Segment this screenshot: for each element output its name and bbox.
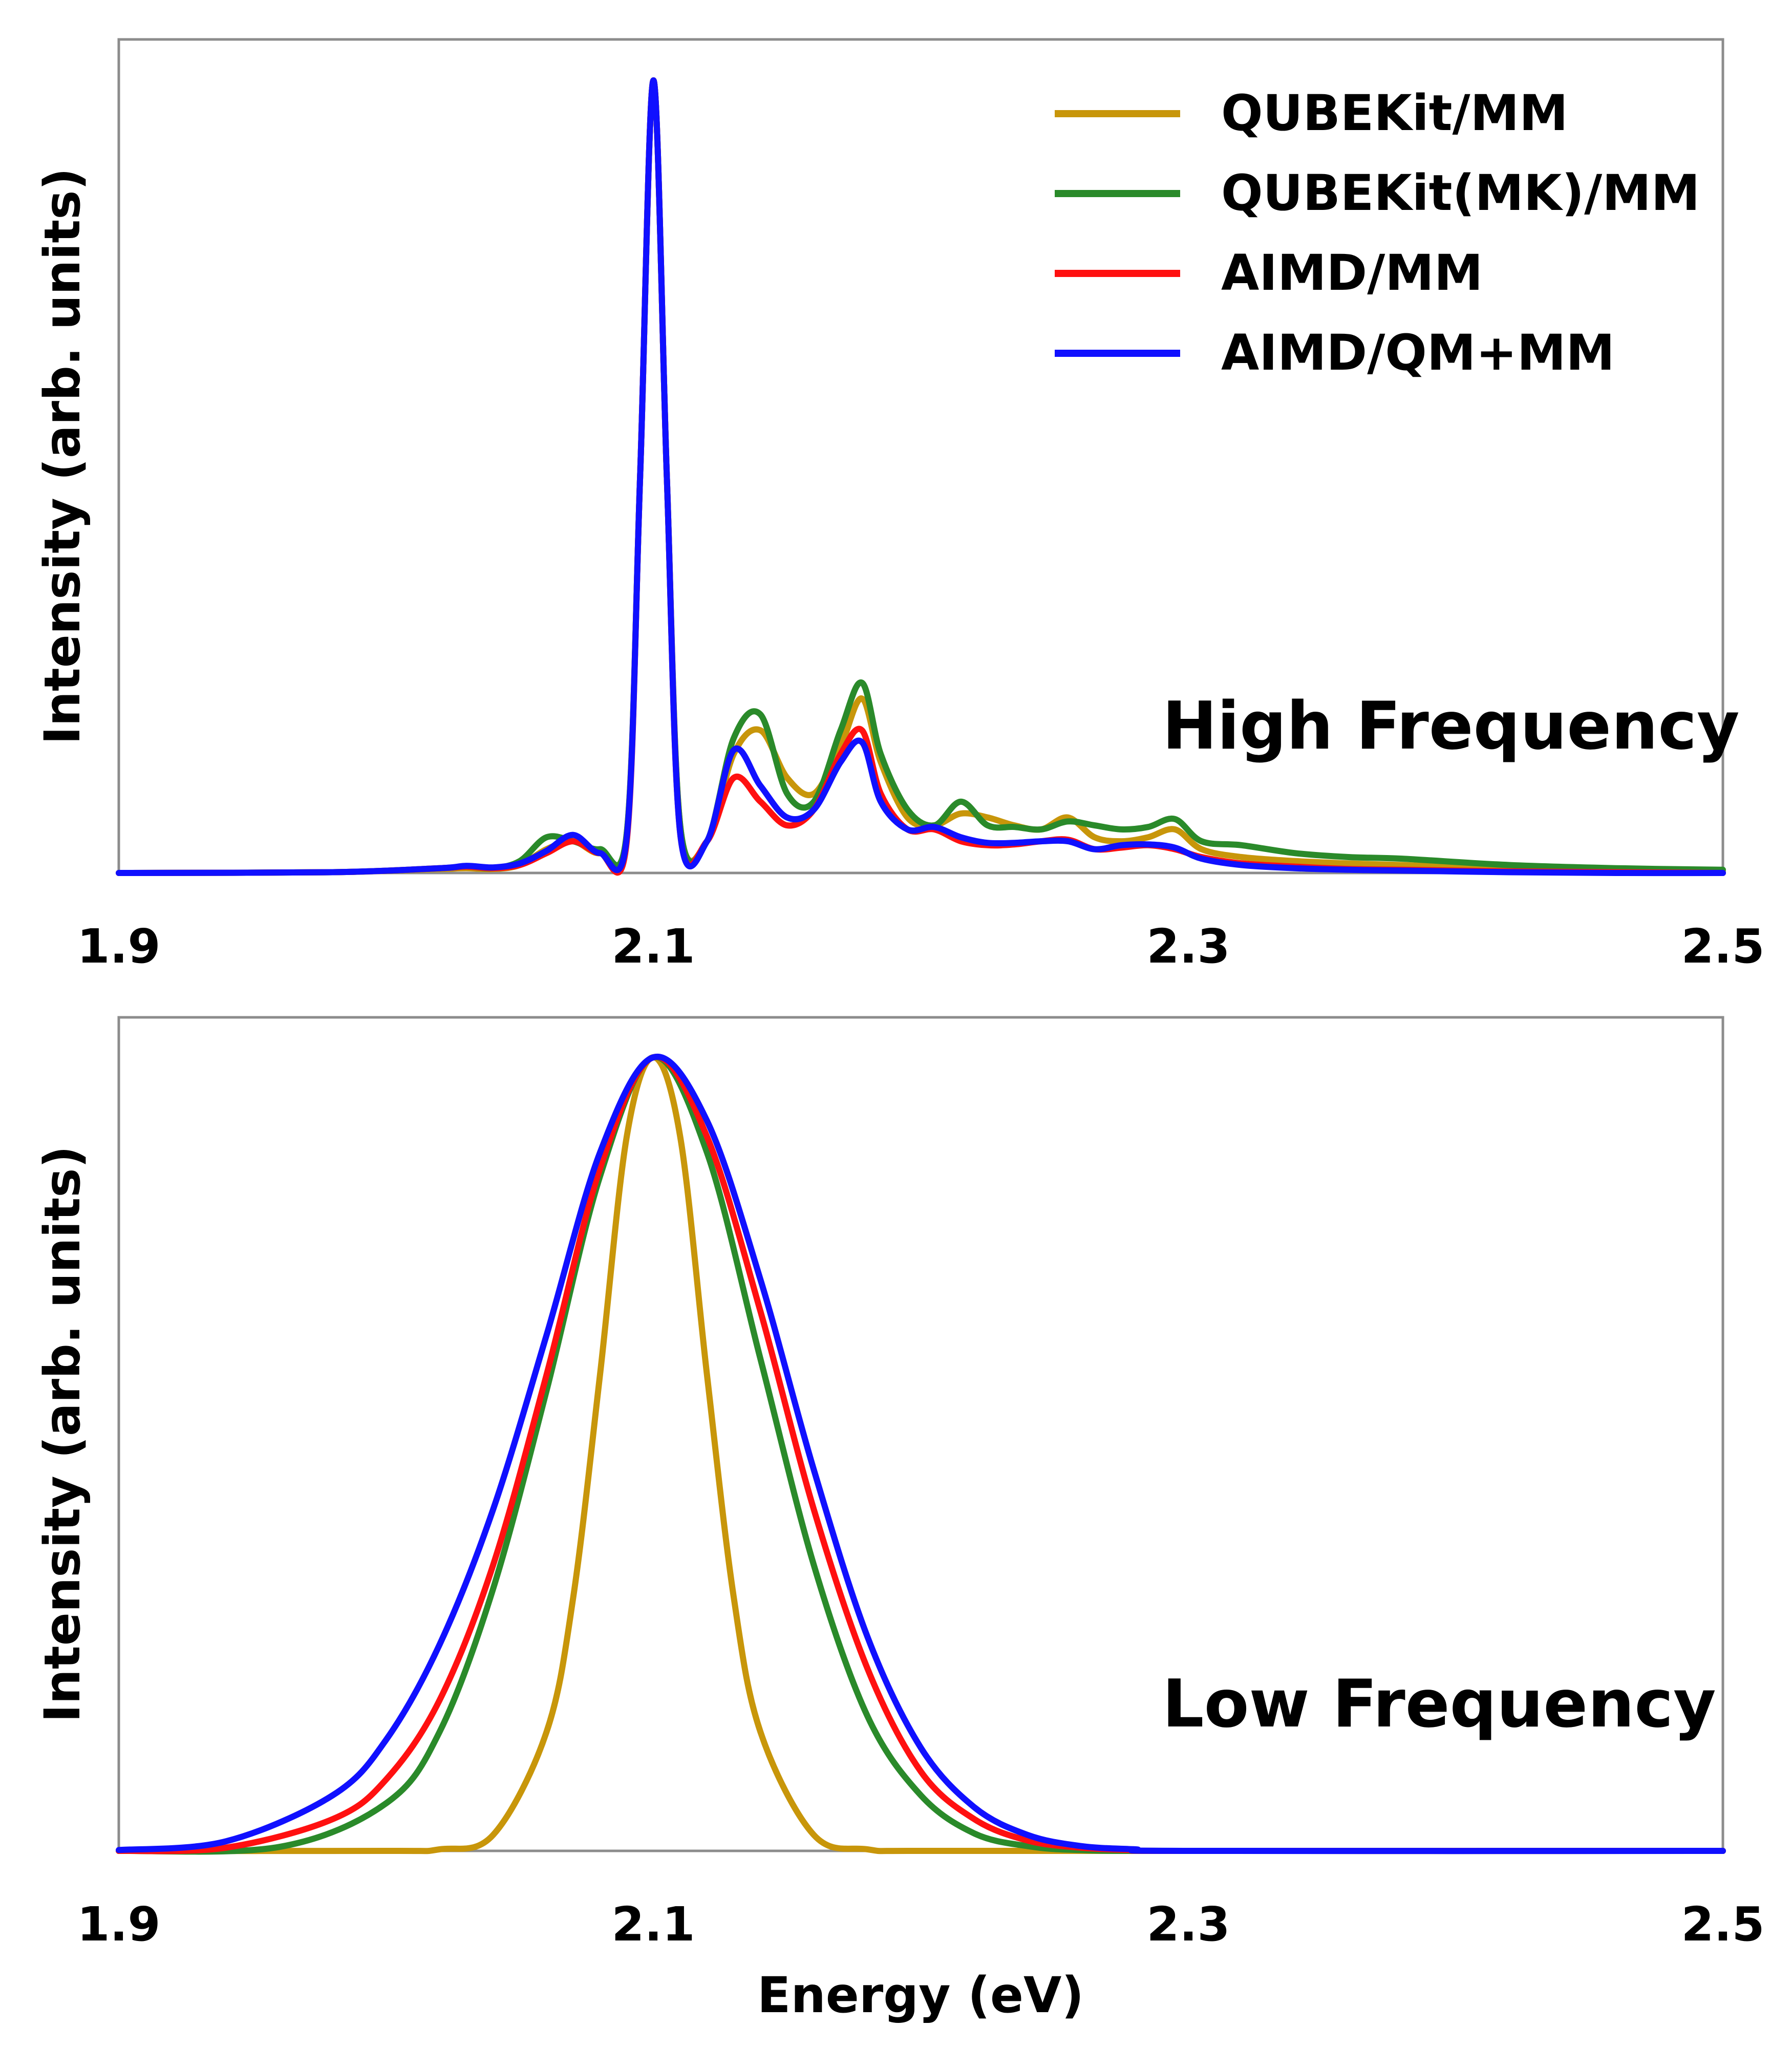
- series-lines: [116, 1053, 1726, 1855]
- y-axis-label: Intensity (arb. units): [34, 1146, 91, 1722]
- x-tick-label: 2.5: [1681, 919, 1765, 974]
- legend-item: QUBEKit(MK)/MM: [1055, 164, 1700, 222]
- legend: QUBEKit/MM QUBEKit(MK)/MM AIMD/MM AIMD/Q…: [1055, 84, 1700, 381]
- legend-label: QUBEKit/MM: [1221, 84, 1568, 142]
- legend-label: AIMD/MM: [1221, 244, 1483, 302]
- panel-annotation: High Frequency: [1162, 688, 1740, 764]
- x-tick-label: 2.3: [1147, 1897, 1230, 1952]
- x-tick-label: 2.1: [612, 919, 695, 974]
- legend-label: AIMD/QM+MM: [1221, 324, 1615, 381]
- x-tick-label: 2.3: [1147, 919, 1230, 974]
- series-line-aimd-qm-mm: [116, 77, 1726, 877]
- x-tick-label: 2.5: [1681, 1897, 1765, 1952]
- panel-annotation: Low Frequency: [1162, 1666, 1716, 1742]
- low-frequency-panel: 1.9 2.1 2.3 2.5 Energy (eV) Intensity (a…: [34, 1016, 1765, 2024]
- plot-area-frame: [117, 38, 1724, 874]
- series-line-qubekit-mm: [116, 1054, 1726, 1854]
- y-axis-label: Intensity (arb. units): [34, 168, 91, 744]
- series-line-aimd-qm-mm: [116, 1053, 1726, 1854]
- series-lines: [116, 77, 1726, 877]
- legend-item: AIMD/QM+MM: [1055, 324, 1615, 381]
- x-tick-label: 1.9: [77, 919, 161, 974]
- x-tick-label: 2.1: [612, 1897, 695, 1952]
- x-axis-label: Energy (eV): [757, 1967, 1084, 2024]
- x-axis-ticks: 1.9 2.1 2.3 2.5: [77, 1897, 1765, 1952]
- x-tick-label: 1.9: [77, 1897, 161, 1952]
- x-axis-ticks: 1.9 2.1 2.3 2.5: [77, 919, 1765, 974]
- legend-item: AIMD/MM: [1055, 244, 1483, 302]
- legend-item: QUBEKit/MM: [1055, 84, 1568, 142]
- legend-label: QUBEKit(MK)/MM: [1221, 164, 1700, 222]
- high-frequency-panel: 1.9 2.1 2.3 2.5 Intensity (arb. units) H…: [34, 38, 1765, 974]
